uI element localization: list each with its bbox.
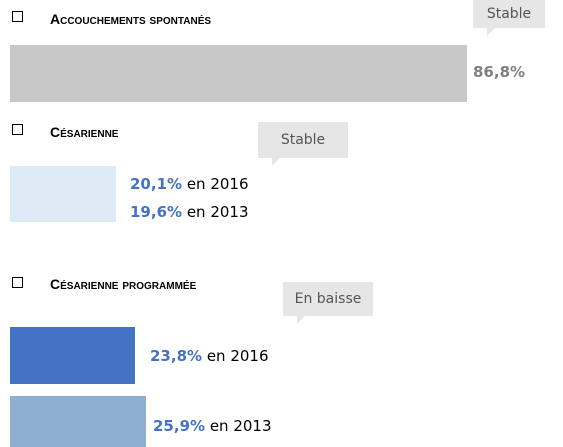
year: en 2016 [186,175,249,193]
year: en 2016 [206,347,269,365]
year: en 2013 [209,417,272,435]
checkbox [12,11,23,22]
value-label: 20,1% [130,175,183,193]
badge: Stable [473,0,545,36]
value-text: 25,9% en 2013 [153,417,272,435]
value-label: 23,8% [150,347,203,365]
bar [10,45,467,102]
year: en 2013 [186,203,249,221]
bar [10,327,136,384]
value-text: 20,1% en 2016 [130,175,249,193]
section-title: Accouchements spontanés [50,11,212,27]
badge: En baisse [283,282,373,324]
value-text: 19,6% en 2013 [130,203,249,221]
value-text: 23,8% en 2016 [150,347,269,365]
value-label: 25,9% [153,417,206,435]
bar [10,396,147,447]
section-title: Césarienne [50,124,119,140]
bar [10,166,116,222]
section-title: Césarienne programmée [50,276,197,292]
checkbox [12,124,23,135]
value-label: 19,6% [130,203,183,221]
value-label: 86,8% [473,63,526,81]
badge: Stable [258,122,348,166]
checkbox [12,277,23,288]
